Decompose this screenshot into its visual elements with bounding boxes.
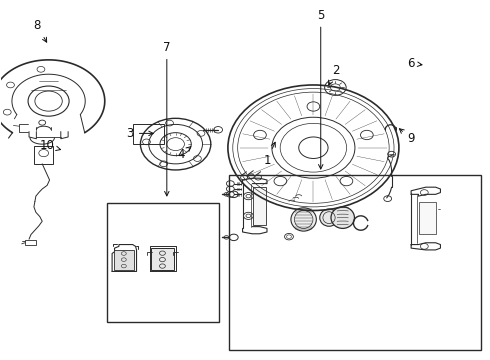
Bar: [151, 248, 173, 270]
Bar: [107, 203, 219, 321]
Text: 9: 9: [399, 129, 415, 145]
Bar: [229, 175, 481, 350]
Text: 2: 2: [329, 64, 339, 85]
Ellipse shape: [320, 209, 338, 226]
Bar: [34, 146, 53, 164]
Text: 10: 10: [40, 139, 61, 152]
Bar: [133, 125, 164, 144]
Text: 3: 3: [126, 127, 153, 140]
Bar: [419, 202, 436, 234]
Ellipse shape: [291, 208, 317, 231]
Bar: [253, 187, 266, 225]
Text: 5: 5: [317, 9, 324, 169]
Text: 6: 6: [407, 57, 422, 70]
Text: 8: 8: [34, 19, 47, 42]
Text: 4: 4: [178, 147, 191, 161]
Ellipse shape: [331, 207, 354, 228]
Text: 7: 7: [163, 41, 171, 196]
Bar: [25, 240, 36, 245]
Text: 1: 1: [263, 142, 275, 167]
Bar: [114, 250, 134, 270]
